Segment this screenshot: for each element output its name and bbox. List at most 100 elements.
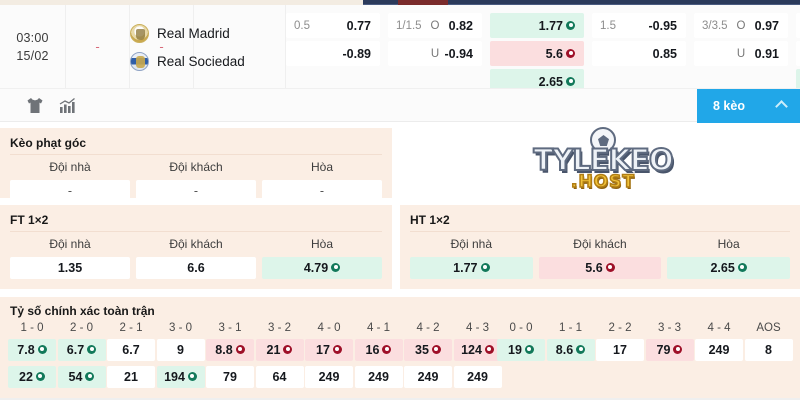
score-odds-cell[interactable]: 249 bbox=[354, 366, 403, 388]
bar-chart-icon[interactable] bbox=[58, 97, 76, 115]
panel-column-header: Đội nhà bbox=[450, 237, 493, 251]
score-odds-cell[interactable]: 6.7 bbox=[107, 339, 155, 361]
score-odds-cell[interactable]: 79 bbox=[645, 339, 694, 361]
price-up-icon bbox=[737, 262, 747, 272]
panel-divider bbox=[10, 231, 382, 232]
panel-odds-cell[interactable]: 5.6 bbox=[538, 257, 662, 279]
score-odds-cell[interactable]: 6.7 bbox=[57, 339, 106, 361]
panel-column-header: Đội khách bbox=[573, 237, 627, 251]
odds-price: 0.77 bbox=[346, 18, 371, 33]
score-column-header: 4 - 3 bbox=[465, 322, 489, 334]
odds-cell[interactable]: 4.79 bbox=[796, 69, 800, 94]
match-header-row[interactable]: 03:00 15/02 - - Real Madrid Real Socieda… bbox=[0, 5, 800, 94]
match-teams: Real Madrid Real Sociedad bbox=[130, 15, 310, 79]
score-odds-cell[interactable]: 22 bbox=[8, 366, 56, 388]
odds-cell[interactable]: 0.5 0.77 bbox=[286, 13, 380, 38]
panel-odds-cell[interactable]: - bbox=[262, 180, 382, 202]
odds-column-over-under-1: 1/1.5 O 0.82 U -0.94 bbox=[388, 10, 486, 93]
odds-cell[interactable]: 1.77 bbox=[490, 13, 584, 38]
score-column-header: 4 - 2 bbox=[416, 322, 440, 334]
score-odds-cell[interactable]: 19 bbox=[497, 339, 545, 361]
price-down-icon bbox=[382, 344, 392, 354]
odds-ou-label: O bbox=[430, 19, 440, 32]
score-odds-cell[interactable]: 8.6 bbox=[546, 339, 595, 361]
score-odds-cell[interactable]: 17 bbox=[305, 339, 353, 361]
odds-cell[interactable]: U -0.94 bbox=[388, 41, 482, 66]
score-odds-cell[interactable]: 17 bbox=[596, 339, 644, 361]
panel-odds-cell[interactable]: 1.35 bbox=[10, 257, 130, 279]
odds-cell[interactable]: -0.89 bbox=[286, 41, 380, 66]
score-odds-cell[interactable]: 249 bbox=[695, 339, 743, 361]
score-odds-cell[interactable]: 16 bbox=[354, 339, 403, 361]
price-up-icon bbox=[87, 344, 97, 354]
odds-price: 1.77 bbox=[539, 19, 575, 33]
home-team-row[interactable]: Real Madrid bbox=[130, 23, 310, 43]
price-up-icon bbox=[576, 344, 586, 354]
real-sociedad-crest-icon bbox=[130, 51, 149, 71]
top-strip-thumbnail bbox=[398, 0, 448, 5]
price-up-icon bbox=[85, 371, 95, 381]
odds-cell[interactable]: 6.6 bbox=[796, 41, 800, 66]
odds-price: 2.65 bbox=[539, 75, 575, 89]
panel-column-header: Đội khách bbox=[169, 160, 223, 174]
score-odds-cell[interactable]: 249 bbox=[453, 366, 502, 388]
odds-price: -0.94 bbox=[444, 46, 474, 61]
score-odds-cell[interactable]: 194 bbox=[156, 366, 205, 388]
panel-column-header: Hòa bbox=[310, 237, 333, 251]
panel-divider bbox=[10, 154, 382, 155]
score-odds-cell[interactable]: 249 bbox=[404, 366, 452, 388]
panel-odds-cell[interactable]: 6.6 bbox=[136, 257, 256, 279]
score-odds-cell[interactable]: 79 bbox=[206, 366, 254, 388]
score-odds-cell[interactable]: 249 bbox=[305, 366, 353, 388]
bets-count-button[interactable]: 8 kèo bbox=[697, 89, 800, 123]
match-score-home: - bbox=[66, 5, 130, 88]
panel-column-header: Hòa bbox=[310, 160, 333, 174]
score-odds-cell[interactable]: 124 bbox=[453, 339, 502, 361]
odds-line: 3/3.5 bbox=[702, 19, 728, 32]
score-odds-cell[interactable]: 35 bbox=[404, 339, 452, 361]
price-down-icon bbox=[431, 344, 441, 354]
odds-line: 1.5 bbox=[600, 19, 616, 32]
score-column-header: 4 - 1 bbox=[366, 322, 390, 334]
score-odds-cell[interactable]: 9 bbox=[156, 339, 205, 361]
score-odds-cell[interactable]: 64 bbox=[255, 366, 304, 388]
odds-column-one-x-two-1: 1.77 5.6 2.65 bbox=[490, 10, 588, 94]
panel-odds-cell[interactable]: - bbox=[136, 180, 256, 202]
odds-cell[interactable]: 1.35 bbox=[796, 13, 800, 38]
panel-odds-cell[interactable]: - bbox=[10, 180, 130, 202]
score-column-header: 3 - 1 bbox=[218, 322, 242, 334]
correct-score-title: Tỷ số chính xác toàn trận bbox=[10, 304, 155, 318]
panel-title: HT 1×2 bbox=[410, 213, 450, 227]
score-odds-cell[interactable]: 21 bbox=[107, 366, 155, 388]
price-down-icon bbox=[235, 344, 245, 354]
odds-cell[interactable]: 0.85 bbox=[592, 41, 686, 66]
panel-odds-cell[interactable]: 4.79 bbox=[262, 257, 382, 279]
odds-cell[interactable]: 1/1.5 O 0.82 bbox=[388, 13, 482, 38]
score-odds-cell[interactable]: 21 bbox=[255, 339, 304, 361]
match-kickoff-cell: 03:00 15/02 bbox=[0, 5, 66, 88]
score-odds-cell[interactable]: 8 bbox=[744, 339, 793, 361]
score-odds-cell[interactable]: 54 bbox=[57, 366, 106, 388]
jersey-icon[interactable] bbox=[26, 97, 44, 115]
odds-cell[interactable]: U 0.91 bbox=[694, 41, 788, 66]
top-strip-left bbox=[0, 0, 363, 5]
odds-cell[interactable]: 1.5 -0.95 bbox=[592, 13, 686, 38]
odds-line: 0.5 bbox=[294, 19, 310, 32]
price-up-icon bbox=[524, 344, 534, 354]
odds-header-grid[interactable]: 0.5 0.77 -0.89 1/1.5 O 0.82 U -0.94 1.77 5.6 2.65 1… bbox=[286, 10, 800, 94]
odds-cell[interactable]: 3/3.5 O 0.97 bbox=[694, 13, 788, 38]
score-odds-cell[interactable]: 7.8 bbox=[8, 339, 56, 361]
real-madrid-crest-icon bbox=[130, 23, 149, 43]
odds-ou-label: O bbox=[736, 19, 746, 32]
panel-odds-cell[interactable]: 1.77 bbox=[410, 257, 533, 279]
home-team-name: Real Madrid bbox=[157, 25, 230, 41]
panel-odds-cell[interactable]: 2.65 bbox=[667, 257, 790, 279]
score-odds-cell[interactable]: 8.8 bbox=[206, 339, 254, 361]
away-team-row[interactable]: Real Sociedad bbox=[130, 51, 310, 71]
watermark-text: TYLEKEO bbox=[532, 142, 674, 178]
panel-title: Kèo phạt góc bbox=[10, 136, 87, 150]
top-strip-dark bbox=[363, 0, 800, 5]
price-up-icon bbox=[566, 76, 575, 86]
odds-cell[interactable]: 5.6 bbox=[490, 41, 584, 66]
